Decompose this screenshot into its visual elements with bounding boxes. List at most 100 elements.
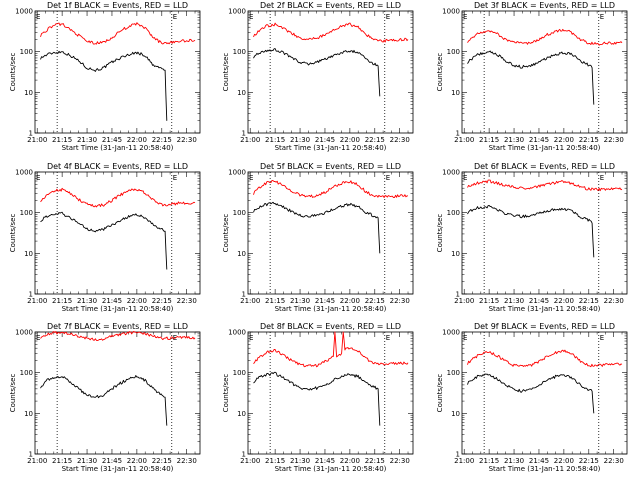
x-tick-label: 21:00	[454, 136, 474, 144]
x-tick-label: 21:15	[265, 297, 285, 305]
events-series-line	[467, 204, 595, 258]
events-series-line	[253, 201, 381, 254]
x-tick-label: 22:30	[177, 457, 197, 465]
y-tick-label: 10	[237, 89, 246, 97]
x-tick-label: 21:30	[77, 136, 97, 144]
panel-title: Det 3f BLACK = Events, RED = LLD	[474, 1, 615, 10]
y-tick-label: 1000	[15, 8, 33, 16]
y-axis-label: Counts/sec	[9, 214, 17, 253]
y-axis-label: Counts/sec	[436, 374, 444, 413]
panel-annotation: E	[249, 174, 253, 182]
x-tick-label: 21:00	[454, 297, 474, 305]
lld-series-line	[40, 187, 196, 208]
y-tick-label: 1	[29, 451, 33, 459]
y-tick-label: 10	[451, 250, 460, 258]
x-axis-label: Start Time (31-Jan-11 20:58:40)	[62, 465, 174, 473]
x-tick-label: 21:15	[265, 136, 285, 144]
x-tick-label: 22:00	[340, 297, 360, 305]
y-tick-label: 1000	[228, 8, 246, 16]
x-tick-label: 22:15	[152, 136, 172, 144]
x-tick-label: 21:30	[504, 457, 524, 465]
events-series-line	[40, 375, 168, 426]
y-tick-label: 1000	[442, 169, 460, 177]
x-tick-label: 22:00	[554, 297, 574, 305]
y-axis-label: Counts/sec	[436, 53, 444, 92]
y-axis-label: Counts/sec	[222, 374, 230, 413]
x-tick-label: 21:30	[504, 136, 524, 144]
x-tick-label: 22:00	[554, 136, 574, 144]
panel-annotation: E	[600, 174, 604, 182]
x-tick-label: 21:00	[27, 136, 47, 144]
panel-annotation: E	[249, 334, 253, 342]
x-axis-label: Start Time (31-Jan-11 20:58:40)	[489, 144, 601, 152]
x-axis-label: Start Time (31-Jan-11 20:58:40)	[489, 305, 601, 313]
x-axis-label: Start Time (31-Jan-11 20:58:40)	[62, 144, 174, 152]
panel-9: Det 9f BLACK = Events, RED = LLD 1 10 100 10…	[436, 322, 628, 473]
panel-title: Det 4f BLACK = Events, RED = LLD	[47, 162, 188, 171]
plot-frame	[34, 331, 201, 455]
x-tick-label: 21:15	[52, 457, 72, 465]
x-tick-label: 21:45	[315, 136, 335, 144]
x-tick-label: 22:30	[604, 457, 624, 465]
x-tick-label: 21:00	[27, 457, 47, 465]
x-tick-label: 22:30	[390, 136, 410, 144]
x-tick-label: 21:30	[290, 297, 310, 305]
lld-series-line	[253, 22, 409, 43]
x-tick-label: 22:30	[177, 136, 197, 144]
y-tick-label: 100	[447, 209, 460, 217]
lld-series-line	[467, 349, 623, 368]
plot-frame	[34, 171, 201, 295]
x-axis-label: Start Time (31-Jan-11 20:58:40)	[275, 144, 387, 152]
plot-frame	[461, 10, 628, 134]
y-tick-label: 1000	[228, 329, 246, 337]
y-tick-label: 10	[451, 89, 460, 97]
x-axis-label: Start Time (31-Jan-11 20:58:40)	[275, 305, 387, 313]
x-tick-label: 22:00	[127, 457, 147, 465]
panel-annotation: E	[463, 174, 467, 182]
y-tick-label: 10	[237, 410, 246, 418]
events-series-line	[467, 373, 595, 414]
panel-annotation: E	[249, 13, 253, 21]
events-series-line	[40, 50, 168, 121]
panel-5: Det 5f BLACK = Events, RED = LLD 1 10 100 10…	[222, 162, 414, 313]
x-tick-label: 21:30	[290, 457, 310, 465]
x-tick-label: 22:00	[127, 297, 147, 305]
y-tick-label: 100	[233, 209, 246, 217]
x-tick-label: 21:30	[77, 457, 97, 465]
y-tick-label: 1000	[228, 169, 246, 177]
x-axis-label: Start Time (31-Jan-11 20:58:40)	[62, 305, 174, 313]
x-tick-label: 22:15	[365, 136, 385, 144]
x-tick-label: 21:45	[529, 297, 549, 305]
panel-annotation: E	[36, 13, 40, 21]
panel-title: Det 5f BLACK = Events, RED = LLD	[260, 162, 401, 171]
x-tick-label: 22:15	[152, 297, 172, 305]
panel-annotation: E	[600, 13, 604, 21]
y-tick-label: 1000	[15, 169, 33, 177]
x-tick-label: 22:00	[554, 457, 574, 465]
x-tick-label: 22:00	[340, 136, 360, 144]
plot-frame	[247, 171, 414, 295]
y-axis-label: Counts/sec	[222, 214, 230, 253]
x-tick-label: 21:30	[290, 136, 310, 144]
panel-title: Det 7f BLACK = Events, RED = LLD	[47, 322, 188, 331]
panel-title: Det 8f BLACK = Events, RED = LLD	[260, 322, 401, 331]
y-tick-label: 10	[24, 250, 33, 258]
y-tick-label: 10	[24, 89, 33, 97]
panel-title: Det 6f BLACK = Events, RED = LLD	[474, 162, 615, 171]
lld-series-line	[467, 28, 623, 46]
y-tick-label: 100	[20, 48, 33, 56]
y-tick-label: 100	[233, 369, 246, 377]
x-tick-label: 22:30	[390, 297, 410, 305]
x-tick-label: 22:15	[365, 457, 385, 465]
y-axis-label: Counts/sec	[222, 53, 230, 92]
y-tick-label: 1	[456, 130, 460, 138]
x-tick-label: 21:45	[529, 457, 549, 465]
y-tick-label: 10	[24, 410, 33, 418]
x-tick-label: 21:15	[265, 457, 285, 465]
y-tick-label: 1	[29, 291, 33, 299]
panel-annotation: E	[36, 334, 40, 342]
x-tick-label: 21:00	[454, 457, 474, 465]
x-tick-label: 22:30	[390, 457, 410, 465]
panel-annotation: E	[600, 334, 604, 342]
x-tick-label: 21:00	[240, 136, 260, 144]
